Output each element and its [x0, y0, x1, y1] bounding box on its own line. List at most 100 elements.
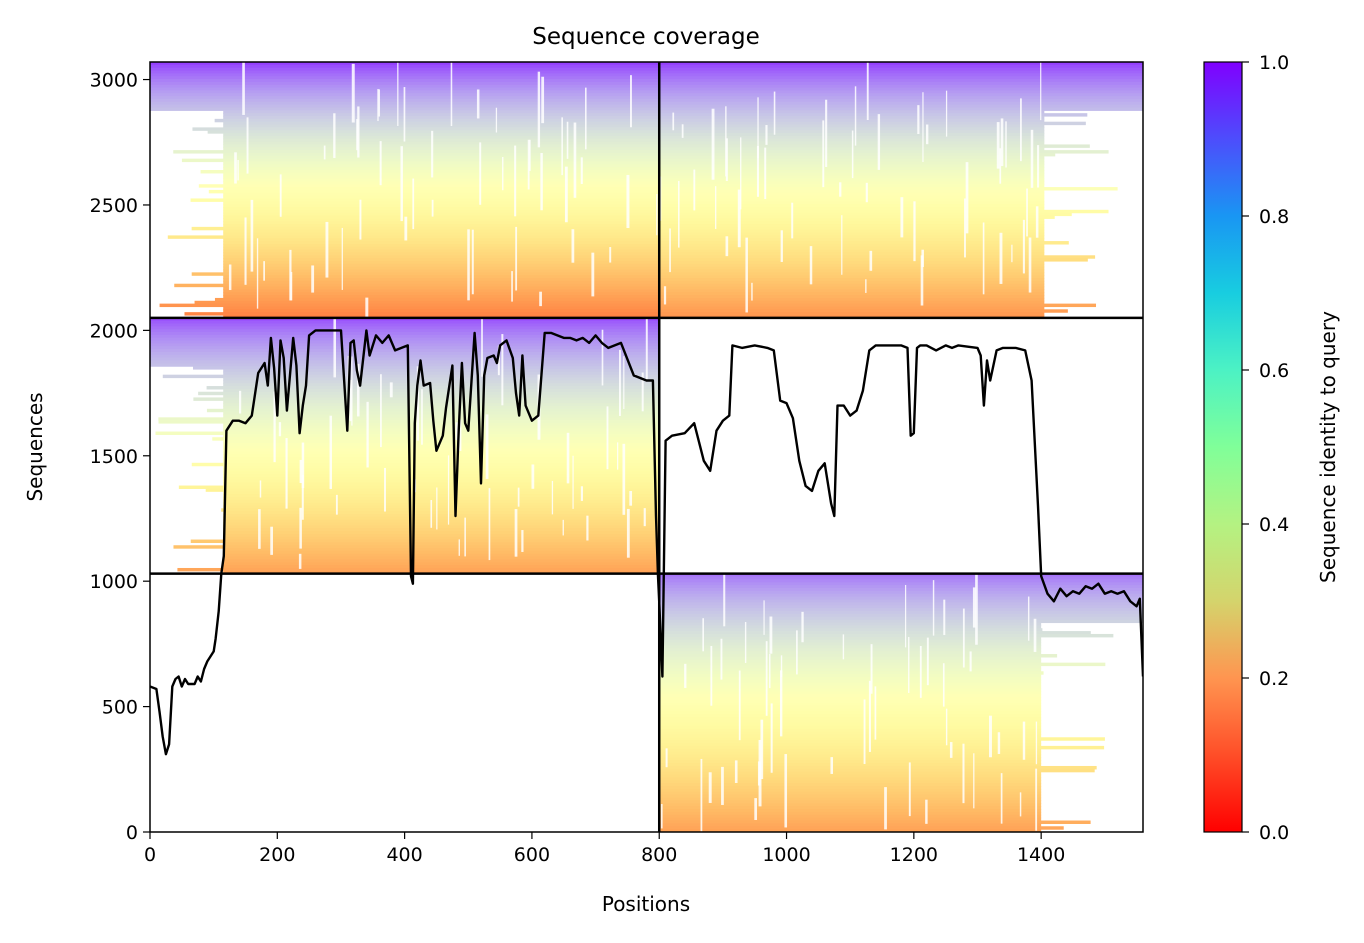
- sequence-row: [205, 488, 660, 492]
- alignment-gap: [708, 772, 712, 803]
- sequence-row: [194, 300, 660, 305]
- sequence-row: [150, 62, 660, 66]
- alignment-gap: [476, 89, 480, 119]
- sequence-row: [207, 130, 660, 134]
- sequence-row: [659, 255, 1096, 259]
- sequence-row: [659, 107, 1143, 111]
- sequence-row: [223, 113, 660, 117]
- x-tick-label: 800: [641, 844, 677, 866]
- sequence-row: [659, 187, 1118, 191]
- alignment-gap: [949, 742, 953, 758]
- alignment-gap: [540, 153, 543, 211]
- alignment-gap: [904, 584, 907, 648]
- alignment-gap: [943, 599, 946, 636]
- alignment-gap: [1035, 721, 1038, 765]
- sequence-row: [659, 306, 1045, 310]
- sequence-row: [223, 459, 660, 464]
- alignment-gap: [660, 804, 663, 829]
- sequence-row: [659, 788, 1042, 793]
- sequence-row: [659, 201, 1045, 205]
- alignment-gap: [865, 182, 868, 203]
- sequence-row: [659, 708, 1042, 713]
- alignment-gap: [333, 113, 336, 158]
- sequence-row: [223, 212, 660, 217]
- sequence-row: [150, 343, 660, 347]
- sequence-row: [659, 155, 1045, 160]
- sequence-row: [223, 229, 660, 234]
- sequence-row: [659, 300, 1045, 305]
- alignment-gap: [263, 261, 265, 281]
- sequence-row: [659, 312, 1045, 316]
- alignment-gap: [270, 526, 273, 555]
- chart-title: Sequence coverage: [532, 24, 760, 50]
- sequence-row: [659, 645, 1042, 649]
- alignment-gap: [756, 145, 760, 197]
- alignment-gap: [997, 732, 1001, 754]
- alignment-gap: [969, 651, 972, 672]
- alignment-gap: [244, 217, 247, 285]
- y-tick-label: 1500: [90, 446, 138, 468]
- alignment-gap: [562, 519, 564, 536]
- alignment-gap: [299, 507, 302, 549]
- sequence-row: [659, 768, 1095, 773]
- sequence-row: [659, 133, 1045, 137]
- sequence-row: [162, 374, 660, 379]
- sequence-row: [659, 158, 1045, 163]
- sequence-row: [223, 528, 660, 532]
- sequence-row: [659, 628, 1043, 632]
- alignment-gap: [1027, 596, 1030, 641]
- sequence-row: [659, 212, 1072, 217]
- sequence-row: [659, 278, 1045, 282]
- sequence-row: [659, 751, 1042, 756]
- sequence-row: [659, 138, 1045, 143]
- alignment-gap: [796, 630, 798, 675]
- alignment-gap: [349, 379, 352, 422]
- sequence-row: [223, 238, 660, 242]
- alignment-gap: [869, 250, 873, 271]
- colorbar-tick-label: 0.4: [1259, 514, 1289, 536]
- alignment-gap: [643, 508, 646, 527]
- x-tick-label: 400: [386, 844, 422, 866]
- sequence-row: [659, 582, 1143, 586]
- sequence-row: [659, 754, 1042, 758]
- alignment-gap: [377, 89, 379, 122]
- sequence-row: [223, 553, 660, 558]
- alignment-gap: [528, 139, 531, 171]
- sequence-row: [223, 531, 660, 535]
- alignment-gap: [455, 422, 459, 441]
- colorbar-tick-label: 1.0: [1259, 52, 1289, 74]
- alignment-gap: [285, 438, 288, 509]
- sequence-row: [659, 303, 1097, 308]
- alignment-gap: [1026, 188, 1028, 237]
- alignment-gap: [1019, 792, 1022, 817]
- sequence-row: [659, 252, 1045, 256]
- sequence-row: [659, 829, 1042, 832]
- sequence-row: [178, 485, 660, 489]
- sequence-row: [659, 590, 1143, 595]
- sequence-row: [223, 144, 660, 148]
- sequence-row: [659, 101, 1143, 106]
- x-tick-label: 200: [259, 844, 295, 866]
- sequence-row: [223, 135, 660, 140]
- y-tick-label: 1000: [90, 571, 138, 593]
- alignment-gap: [641, 372, 644, 412]
- msa-block: [150, 62, 660, 319]
- alignment-gap: [822, 120, 825, 188]
- sequence-row: [659, 229, 1045, 234]
- sequence-row: [659, 748, 1042, 753]
- sequence-row: [659, 699, 1042, 704]
- sequence-row: [223, 380, 660, 384]
- sequence-row: [659, 642, 1042, 647]
- alignment-gap: [623, 356, 625, 409]
- sequence-row: [223, 502, 660, 507]
- sequence-row: [223, 201, 660, 205]
- alignment-gap: [996, 122, 1000, 169]
- sequence-row: [223, 428, 660, 433]
- alignment-gap: [416, 366, 420, 441]
- alignment-gap: [259, 480, 262, 498]
- sequence-row: [223, 451, 660, 455]
- sequence-row: [659, 633, 1114, 638]
- sequence-row: [223, 255, 660, 259]
- sequence-row: [659, 654, 1058, 658]
- alignment-gap: [421, 389, 423, 445]
